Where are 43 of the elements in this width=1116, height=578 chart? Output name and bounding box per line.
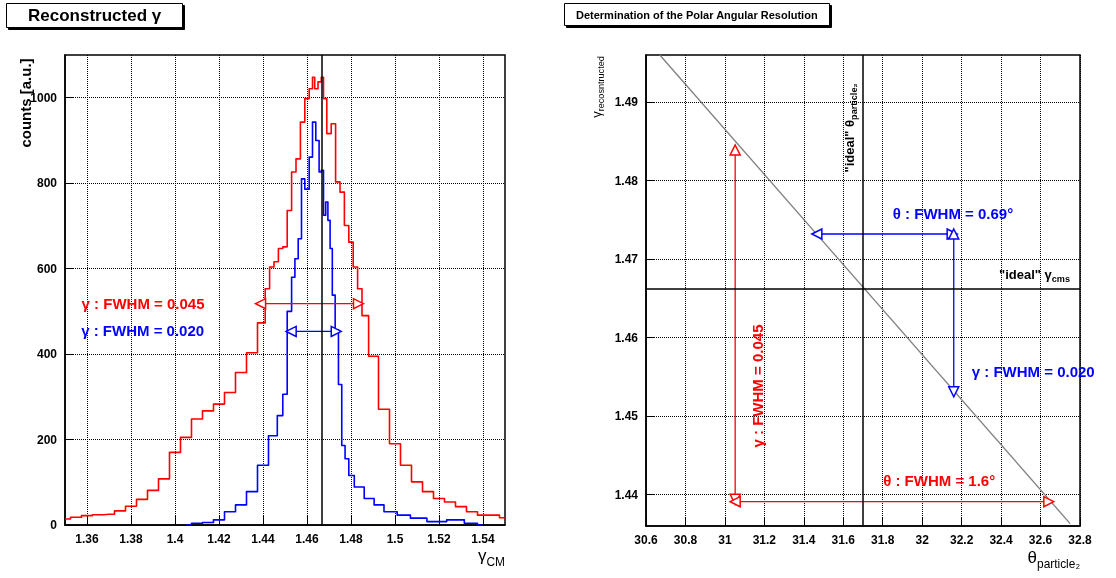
x-tick-label: 31.2 <box>752 533 777 547</box>
text: γ : FWHM = 0.020 <box>81 322 205 340</box>
x-tick-label: 1.42 <box>207 532 231 546</box>
chart-title: Reconstructed γ <box>28 6 162 25</box>
x-tick-label: 1.52 <box>427 532 451 546</box>
text: γ : FWHM = 0.045 <box>81 294 205 312</box>
x-tick-label: 31.4 <box>792 533 816 547</box>
x-tick-label: 1.48 <box>339 532 363 546</box>
x-tick-label: 1.36 <box>75 532 99 546</box>
x-tick-label: 1.44 <box>251 532 275 546</box>
y-tick-label: 1.48 <box>614 173 639 188</box>
y-tick-label: 1.47 <box>614 252 639 267</box>
x-tick-label: 1.54 <box>471 532 495 546</box>
x-tick-label: 31.6 <box>831 533 856 547</box>
x-tick-label: 1.4 <box>166 532 184 546</box>
y-tick-label: 400 <box>36 347 58 362</box>
x-tick-label: 31 <box>718 533 732 547</box>
x-tick-label: 32 <box>915 533 930 547</box>
series-label: θ : FWHM = 0.69° <box>892 204 1014 223</box>
y-tick-label: 200 <box>36 432 58 447</box>
series-label: θ : FWHM = 1.6° <box>883 471 996 489</box>
chart-title: Determination of the Polar Angular Resolution <box>576 8 818 21</box>
x-tick-label: 1.5 <box>386 532 404 546</box>
x-tick-label: 30.8 <box>673 533 698 547</box>
text: γ : FWHM = 0.045 <box>748 324 767 448</box>
ref-line-label: "ideal" γ$_{cms}$ <box>999 266 1070 285</box>
y-tick-label: 800 <box>36 176 58 191</box>
x-axis-title: θ$_{particle₂}$ <box>1027 548 1080 571</box>
x-tick-label: 32.4 <box>989 533 1014 547</box>
x-tick-label: 30.6 <box>634 533 658 547</box>
x-tick-label: 1.38 <box>119 532 143 546</box>
y-tick-label: 0 <box>50 518 58 532</box>
x-tick-label: 32.6 <box>1028 533 1053 547</box>
x-tick-label: 31.8 <box>871 533 895 547</box>
y-tick-label: 1.44 <box>614 487 639 502</box>
y-tick-label: 1.49 <box>614 95 639 110</box>
y-tick-label: 1.46 <box>614 330 639 345</box>
x-tick-label: 32.8 <box>1068 533 1092 547</box>
y-tick-label: 1.45 <box>614 409 639 424</box>
x-tick-label: 32.2 <box>949 533 974 547</box>
y-tick-label: 600 <box>36 261 58 276</box>
x-axis-title: γ$_{CM}$ <box>478 546 505 569</box>
x-tick-label: 1.46 <box>295 532 319 546</box>
